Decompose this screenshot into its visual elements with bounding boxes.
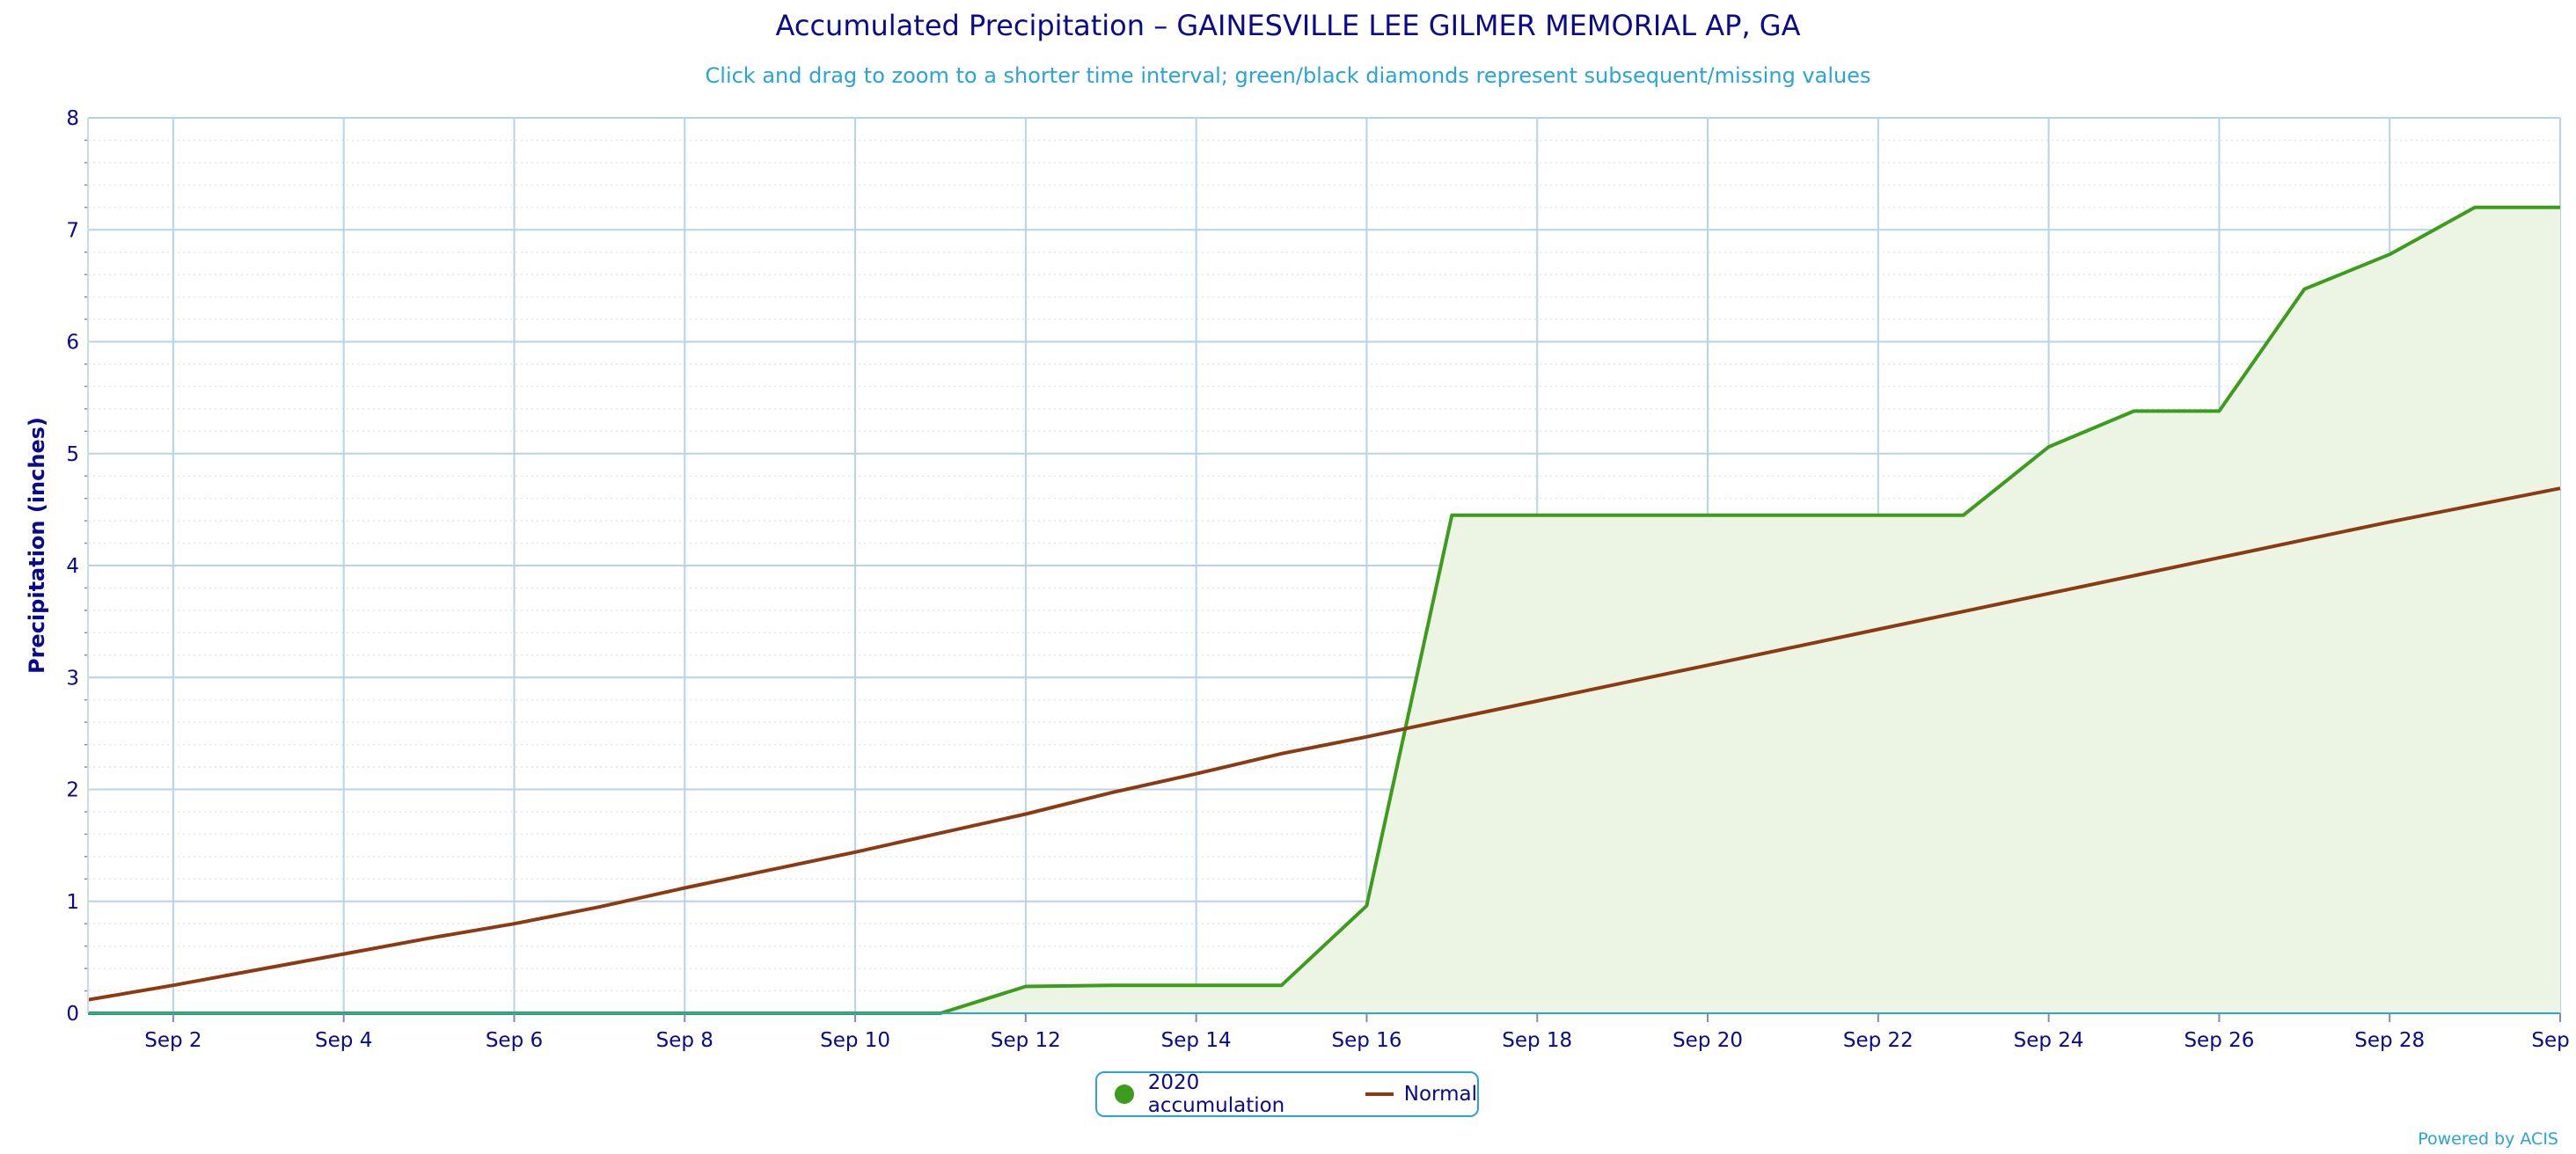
x-tick-label: Sep 16	[1331, 1029, 1401, 1052]
x-tick-label: Sep 24	[2014, 1029, 2084, 1052]
legend-marker-accumulation	[1115, 1085, 1134, 1104]
x-tick-label: Sep 8	[656, 1029, 714, 1052]
chart-subtitle: Click and drag to zoom to a shorter time…	[705, 63, 1871, 88]
y-tick-label: 5	[66, 443, 79, 466]
y-tick-label: 8	[66, 107, 79, 130]
x-tick-label: Sep 6	[486, 1029, 543, 1052]
y-tick-label: 0	[66, 1003, 79, 1026]
x-tick-label: Sep 14	[1161, 1029, 1232, 1052]
y-tick-label: 1	[66, 891, 79, 914]
x-tick-label: Sep 28	[2354, 1029, 2425, 1052]
x-tick-label: Sep 18	[1502, 1029, 1572, 1052]
legend-item-normal[interactable]: Normal	[1341, 1083, 1477, 1106]
accumulation-area	[88, 207, 2560, 1014]
x-tick-label: Sep 4	[315, 1029, 372, 1052]
legend-label-normal: Normal	[1403, 1083, 1477, 1106]
y-tick-label: 3	[66, 667, 79, 690]
x-tick-label: Sep 10	[820, 1029, 890, 1052]
legend-label-accumulation: 2020 accumulation	[1147, 1071, 1285, 1117]
x-tick-label: Sep 3	[2531, 1029, 2576, 1052]
legend-marker-normal	[1365, 1092, 1394, 1096]
chart-legend: 2020 accumulation Normal	[1095, 1071, 1479, 1117]
x-tick-label: Sep 22	[1843, 1029, 1914, 1052]
y-tick-label: 7	[66, 219, 79, 242]
legend-item-accumulation[interactable]: 2020 accumulation	[1097, 1071, 1341, 1117]
x-tick-label: Sep 12	[991, 1029, 1061, 1052]
x-tick-label: Sep 20	[1672, 1029, 1743, 1052]
normal-line	[87, 486, 2561, 1002]
y-axis-label: Precipitation (inches)	[25, 417, 49, 674]
powered-by-credit[interactable]: Powered by ACIS	[2418, 1129, 2558, 1149]
y-tick-label: 2	[66, 779, 79, 802]
x-tick-label: Sep 2	[144, 1029, 201, 1052]
axes: 0 1 2 3 4 5 6 7 8 Sep 2 Sep 4 Sep 6 Sep 8 Sep 10 Sep 1…	[66, 107, 2576, 1052]
y-tick-label: 6	[66, 332, 79, 354]
y-tick-label: 4	[66, 555, 79, 578]
chart-title: Accumulated Precipitation – GAINESVILLE …	[775, 9, 1801, 42]
x-tick-label: Sep 26	[2184, 1029, 2254, 1052]
